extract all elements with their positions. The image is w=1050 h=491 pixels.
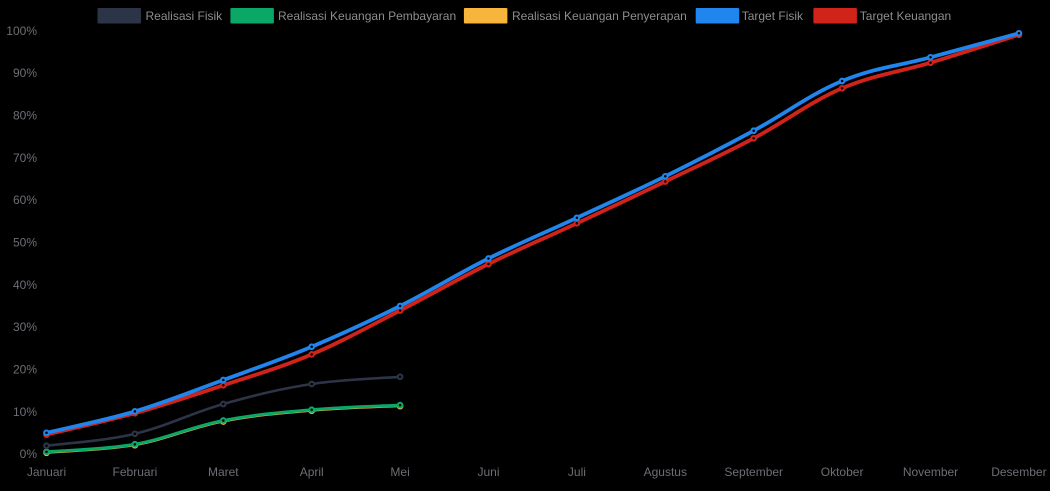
svg-text:April: April bbox=[300, 465, 324, 479]
svg-text:Target Keuangan: Target Keuangan bbox=[860, 9, 951, 23]
svg-text:Desember: Desember bbox=[991, 465, 1046, 479]
svg-text:70%: 70% bbox=[13, 151, 37, 165]
svg-text:80%: 80% bbox=[13, 109, 37, 123]
svg-text:November: November bbox=[903, 465, 958, 479]
svg-text:90%: 90% bbox=[13, 66, 37, 80]
svg-text:Februari: Februari bbox=[113, 465, 158, 479]
svg-text:Juli: Juli bbox=[568, 465, 586, 479]
svg-text:60%: 60% bbox=[13, 193, 37, 207]
svg-text:50%: 50% bbox=[13, 236, 37, 250]
svg-text:20%: 20% bbox=[13, 363, 37, 377]
svg-text:Realisasi Fisik: Realisasi Fisik bbox=[146, 9, 224, 23]
svg-text:September: September bbox=[724, 465, 783, 479]
svg-text:0%: 0% bbox=[20, 447, 38, 461]
svg-text:10%: 10% bbox=[13, 405, 37, 419]
svg-text:Realisasi Keuangan Pembayaran: Realisasi Keuangan Pembayaran bbox=[278, 9, 456, 23]
svg-text:Realisasi Keuangan Penyerapan: Realisasi Keuangan Penyerapan bbox=[512, 9, 687, 23]
svg-text:Januari: Januari bbox=[27, 465, 66, 479]
svg-text:30%: 30% bbox=[13, 320, 37, 334]
svg-text:100%: 100% bbox=[6, 24, 37, 38]
svg-text:40%: 40% bbox=[13, 278, 37, 292]
svg-text:Mei: Mei bbox=[390, 465, 409, 479]
svg-text:Target Fisik: Target Fisik bbox=[742, 9, 804, 23]
svg-text:Juni: Juni bbox=[477, 465, 499, 479]
svg-text:Oktober: Oktober bbox=[821, 465, 864, 479]
svg-text:Maret: Maret bbox=[208, 465, 239, 479]
svg-text:Agustus: Agustus bbox=[644, 465, 687, 479]
